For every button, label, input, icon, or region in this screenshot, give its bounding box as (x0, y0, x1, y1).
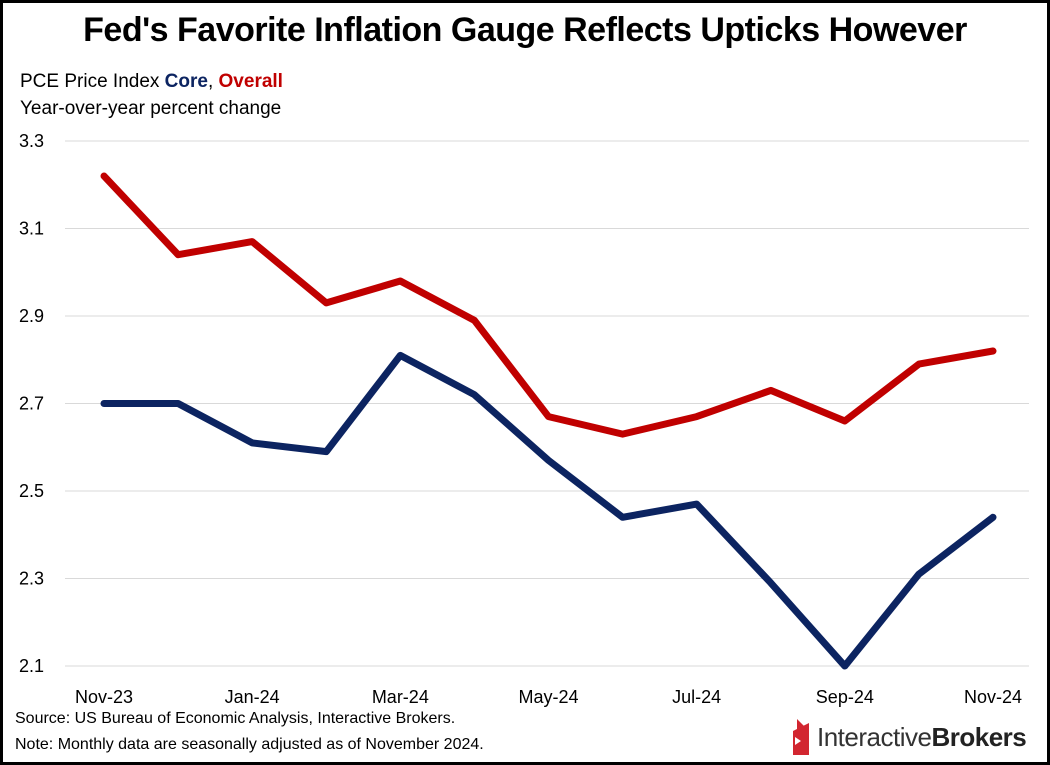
y-tick-label: 2.7 (19, 394, 44, 414)
ib-logo-icon (793, 719, 809, 755)
series-line-overall (100, 172, 997, 438)
x-tick-label: Nov-23 (75, 687, 133, 707)
data-note: Note: Monthly data are seasonally adjust… (15, 736, 484, 753)
x-tick-label: May-24 (518, 687, 578, 707)
logo-text-bold: Brokers (931, 721, 1027, 752)
subtitle-prefix: PCE Price Index (20, 71, 165, 92)
logo-text-regular: Interactive (817, 721, 932, 752)
chart-title: Fed's Favorite Inflation Gauge Reflects … (83, 11, 967, 49)
y-tick-label: 3.1 (19, 219, 44, 239)
source-note: Source: US Bureau of Economic Analysis, … (15, 710, 456, 727)
x-tick-label: Jan-24 (225, 687, 280, 707)
subtitle-separator: , (207, 71, 219, 92)
chart-unit-label: Year-over-year percent change (20, 98, 282, 119)
interactive-brokers-logo: InteractiveBrokers (791, 717, 1027, 757)
logo-text: InteractiveBrokers (817, 721, 1027, 753)
legend-overall-label: Overall (218, 71, 283, 92)
y-tick-label: 2.9 (19, 306, 44, 326)
legend-core-label: Core (164, 71, 208, 92)
line-chart: 3.3 3.1 2.9 2.7 2.5 2.3 2.1 Nov-23 Jan-24 Mar-24 M… (19, 131, 1029, 707)
x-tick-label: Nov-24 (964, 687, 1022, 707)
x-tick-label: Jul-24 (672, 687, 721, 707)
chart-subtitle: PCE Price Index Core, Overall (20, 71, 283, 93)
y-tick-label: 3.3 (19, 131, 44, 151)
x-tick-label: Sep-24 (816, 687, 874, 707)
y-tick-label: 2.1 (19, 656, 44, 676)
y-tick-label: 2.5 (19, 481, 44, 501)
x-tick-label: Mar-24 (372, 687, 429, 707)
y-tick-label: 2.3 (19, 569, 44, 589)
series-line-core (100, 351, 997, 670)
